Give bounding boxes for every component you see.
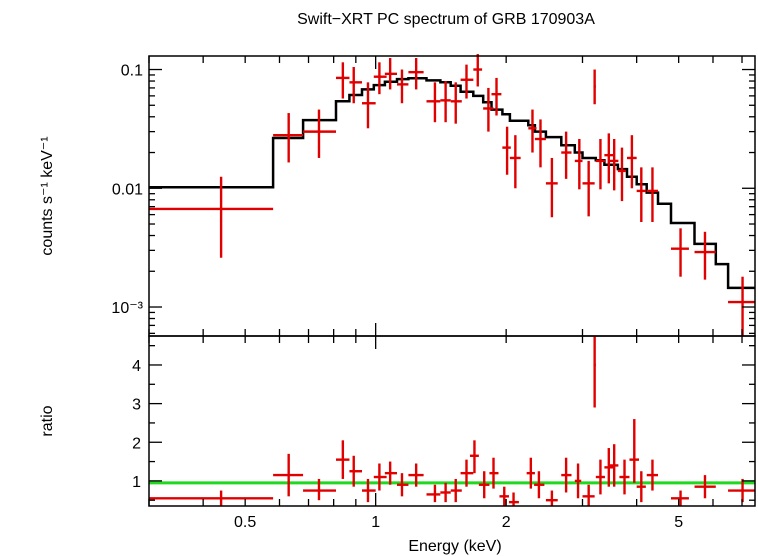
ratio-point-1 xyxy=(273,453,304,497)
spectrum-point-17 xyxy=(502,126,511,175)
y-tick-label: 0.01 xyxy=(112,181,143,198)
spectrum-panel: 0.1 0.01 10⁻³ xyxy=(111,54,756,337)
ratio-point-8 xyxy=(397,473,409,497)
spectrum-point-4 xyxy=(349,67,363,104)
ratio-data-layer xyxy=(149,336,755,506)
ratio-point-14 xyxy=(469,440,479,474)
ratio-point-2 xyxy=(303,478,336,501)
ratio-point-15 xyxy=(478,471,490,499)
ratio-point-19 xyxy=(526,457,535,489)
spectrum-point-3 xyxy=(335,62,350,99)
ratio-point-10 xyxy=(426,484,441,503)
ratio-point-32 xyxy=(646,459,658,491)
ratio-point-25 xyxy=(593,336,596,408)
spectrum-point-28 xyxy=(609,138,619,191)
ratio-point-13 xyxy=(460,459,474,487)
chart-title: Swift−XRT PC spectrum of GRB 170903A xyxy=(297,11,595,28)
x-tick-label: 0.5 xyxy=(234,514,256,531)
ratio-point-24 xyxy=(582,484,595,506)
spectrum-point-21 xyxy=(545,157,558,218)
x-tick-label: 5 xyxy=(674,514,683,531)
ratio-point-35 xyxy=(728,478,755,503)
ratio-point-12 xyxy=(450,478,462,503)
x-tick-label: 2 xyxy=(502,514,511,531)
ratio-point-22 xyxy=(561,457,572,493)
x-axis-label: Energy (keV) xyxy=(408,538,501,555)
spectrum-point-14 xyxy=(473,54,483,87)
spectrum-point-19 xyxy=(528,109,537,153)
ratio-y-tick-label: 2 xyxy=(132,435,141,452)
data-layer xyxy=(149,54,755,336)
ratio-ticks: 1 2 3 4 0.5 1 2 5 xyxy=(132,336,755,531)
spectrum-point-23 xyxy=(574,138,583,190)
ratio-point-26 xyxy=(595,459,605,495)
ratio-y-tick-label: 1 xyxy=(132,474,141,491)
spectrum-point-16 xyxy=(491,77,502,116)
ratio-point-7 xyxy=(384,461,398,485)
spectrum-point-0 xyxy=(149,176,274,258)
spectrum-point-7 xyxy=(384,58,398,90)
spectrum-point-24 xyxy=(582,160,595,217)
ratio-point-20 xyxy=(534,471,545,499)
spectrum-point-1 xyxy=(273,113,304,163)
ratio-point-34 xyxy=(694,475,716,499)
spectrum-point-2 xyxy=(303,109,336,158)
ratio-point-27 xyxy=(604,448,614,487)
spectrum-point-5 xyxy=(362,82,376,129)
spectrum-point-11 xyxy=(440,81,451,123)
spectrum-point-13 xyxy=(460,64,474,99)
ratio-point-31 xyxy=(636,471,646,503)
ratio-point-6 xyxy=(373,463,387,491)
ratio-point-21 xyxy=(545,490,558,506)
spectrum-frame xyxy=(148,55,756,337)
ratio-point-9 xyxy=(408,463,424,487)
ratio-point-33 xyxy=(670,490,689,506)
spectrum-point-30 xyxy=(626,135,637,189)
spectrum-point-22 xyxy=(561,131,572,179)
spectrum-point-29 xyxy=(617,147,627,202)
ratio-frame xyxy=(148,335,756,507)
spectrum-point-10 xyxy=(426,82,441,123)
spectrum-point-26 xyxy=(595,138,605,190)
spectrum-point-20 xyxy=(534,119,546,168)
spectrum-point-32 xyxy=(646,167,658,222)
ratio-point-3 xyxy=(335,440,350,479)
spectrum-point-34 xyxy=(694,231,716,280)
ratio-point-18 xyxy=(508,492,519,506)
y-tick-label: 10⁻³ xyxy=(111,300,143,317)
spectrum-point-12 xyxy=(450,82,462,124)
ratio-y-tick-label: 4 xyxy=(132,358,141,375)
x-tick-label: 1 xyxy=(371,514,380,531)
ratio-y-tick-label: 3 xyxy=(132,397,141,414)
spectrum-point-15 xyxy=(483,87,494,132)
ratio-point-11 xyxy=(440,482,451,503)
spectrum-point-33 xyxy=(670,228,689,277)
ratio-point-16 xyxy=(489,457,499,489)
ratio-point-28 xyxy=(609,444,619,487)
model-step-line xyxy=(149,76,755,290)
y-tick-label: 0.1 xyxy=(121,63,143,80)
spectrum-point-18 xyxy=(509,135,521,189)
ratio-panel: 1 2 3 4 0.5 1 2 5 xyxy=(132,335,756,531)
ratio-point-5 xyxy=(362,478,376,503)
model-layer xyxy=(149,76,755,290)
ratio-point-30 xyxy=(629,419,639,483)
y-axis-label-ratio: ratio xyxy=(39,405,56,436)
ratio-point-23 xyxy=(574,463,582,499)
spectrum-point-9 xyxy=(408,58,424,90)
spectrum-point-8 xyxy=(397,69,409,104)
ratio-point-4 xyxy=(349,455,363,487)
spectrum-point-31 xyxy=(636,167,646,222)
ratio-point-29 xyxy=(619,459,630,495)
spectrum-point-25 xyxy=(593,69,596,105)
y-axis-label-spectrum: counts s⁻¹ keV⁻¹ xyxy=(39,136,56,255)
ratio-point-17 xyxy=(499,486,509,506)
ratio-point-0 xyxy=(149,490,274,506)
spectrum-point-35 xyxy=(728,276,755,336)
spectrum-point-6 xyxy=(373,62,387,95)
spectrum-point-27 xyxy=(604,133,614,184)
